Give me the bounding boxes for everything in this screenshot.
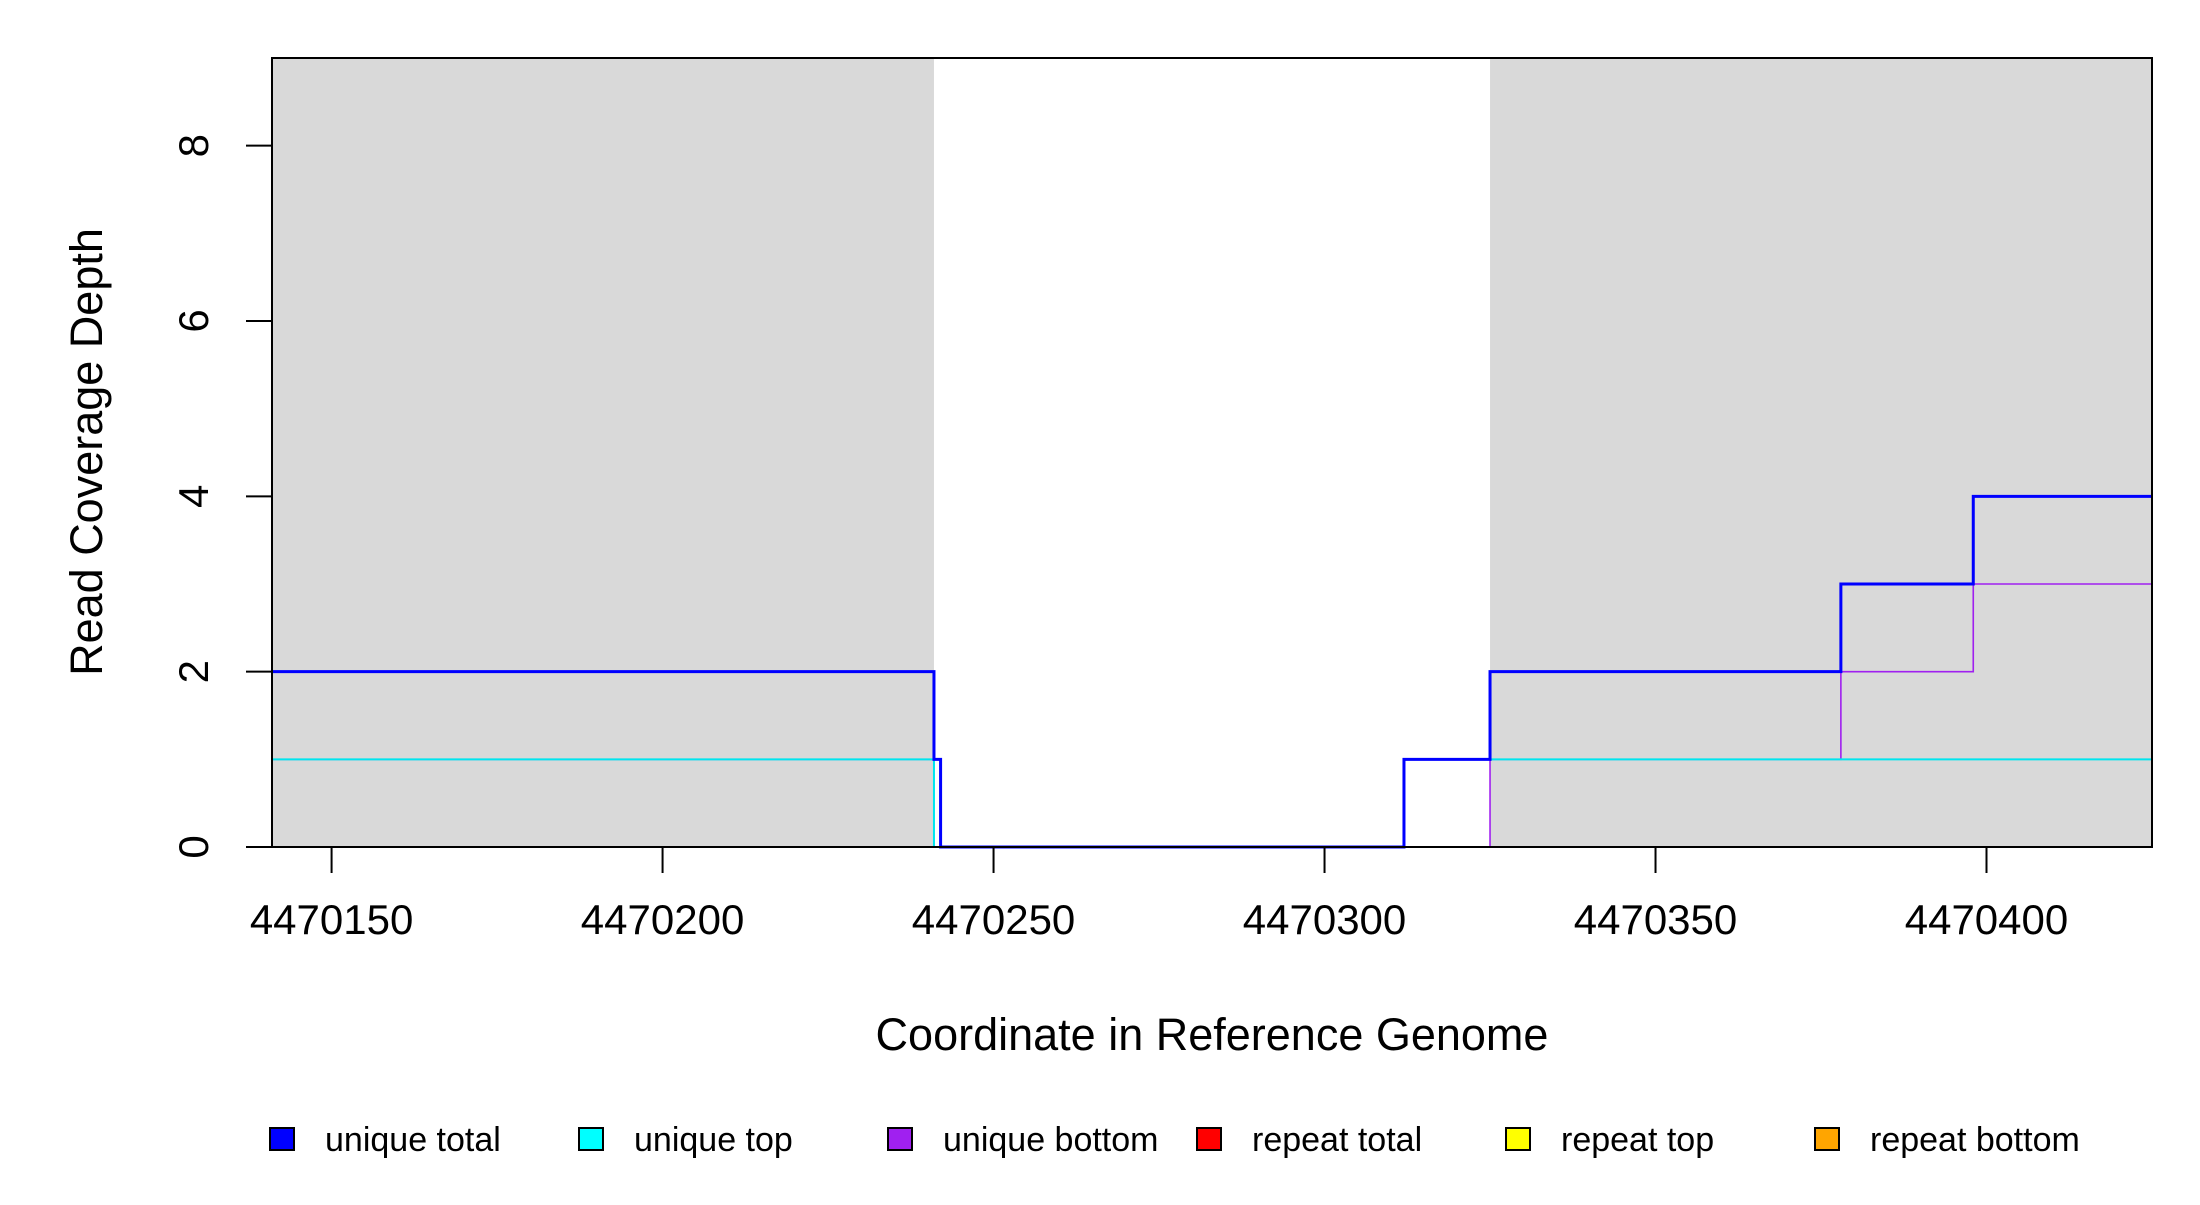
x-tick-label: 4470200 xyxy=(581,896,745,943)
y-tick-label: 2 xyxy=(170,660,217,683)
legend-swatch-repeat-bottom xyxy=(1814,1127,1840,1151)
legend: unique total unique top unique bottom repea… xyxy=(269,1121,2080,1159)
y-axis: 0 2 4 6 8 xyxy=(170,134,273,859)
shaded-regions xyxy=(272,58,2152,847)
shaded-region-1 xyxy=(1490,58,2152,847)
x-tick-label: 4470150 xyxy=(250,896,414,943)
legend-label-unique-total: unique total xyxy=(325,1121,501,1159)
series-line-unique-total xyxy=(272,494,2152,849)
legend-label-unique-top: unique top xyxy=(634,1121,793,1159)
legend-swatch-unique-top xyxy=(578,1127,604,1151)
legend-swatch-repeat-top xyxy=(1505,1127,1531,1151)
legend-swatch-repeat-total xyxy=(1196,1127,1222,1151)
x-tick-label: 4470250 xyxy=(912,896,1076,943)
x-tick-label: 4470400 xyxy=(1905,896,2069,943)
x-tick-label: 4470300 xyxy=(1243,896,1407,943)
x-axis-title: Coordinate in Reference Genome xyxy=(876,1009,1549,1060)
shaded-region-0 xyxy=(272,58,934,847)
legend-label-unique-bottom: unique bottom xyxy=(943,1121,1159,1159)
legend-swatch-unique-total xyxy=(269,1127,295,1151)
y-tick-label: 8 xyxy=(170,134,217,157)
x-axis: 4470150 4470200 4470250 4470300 4470350 44704… xyxy=(250,846,2069,943)
legend-label-repeat-total: repeat total xyxy=(1252,1121,1422,1159)
y-tick-label: 4 xyxy=(170,485,217,508)
y-tick-label: 0 xyxy=(170,835,217,858)
y-axis-title: Read Coverage Depth xyxy=(61,228,112,676)
legend-label-repeat-bottom: repeat bottom xyxy=(1870,1121,2080,1159)
y-tick-label: 6 xyxy=(170,309,217,332)
legend-swatch-unique-bottom xyxy=(887,1127,913,1151)
x-tick-label: 4470350 xyxy=(1574,896,1738,943)
legend-label-repeat-top: repeat top xyxy=(1561,1121,1714,1159)
